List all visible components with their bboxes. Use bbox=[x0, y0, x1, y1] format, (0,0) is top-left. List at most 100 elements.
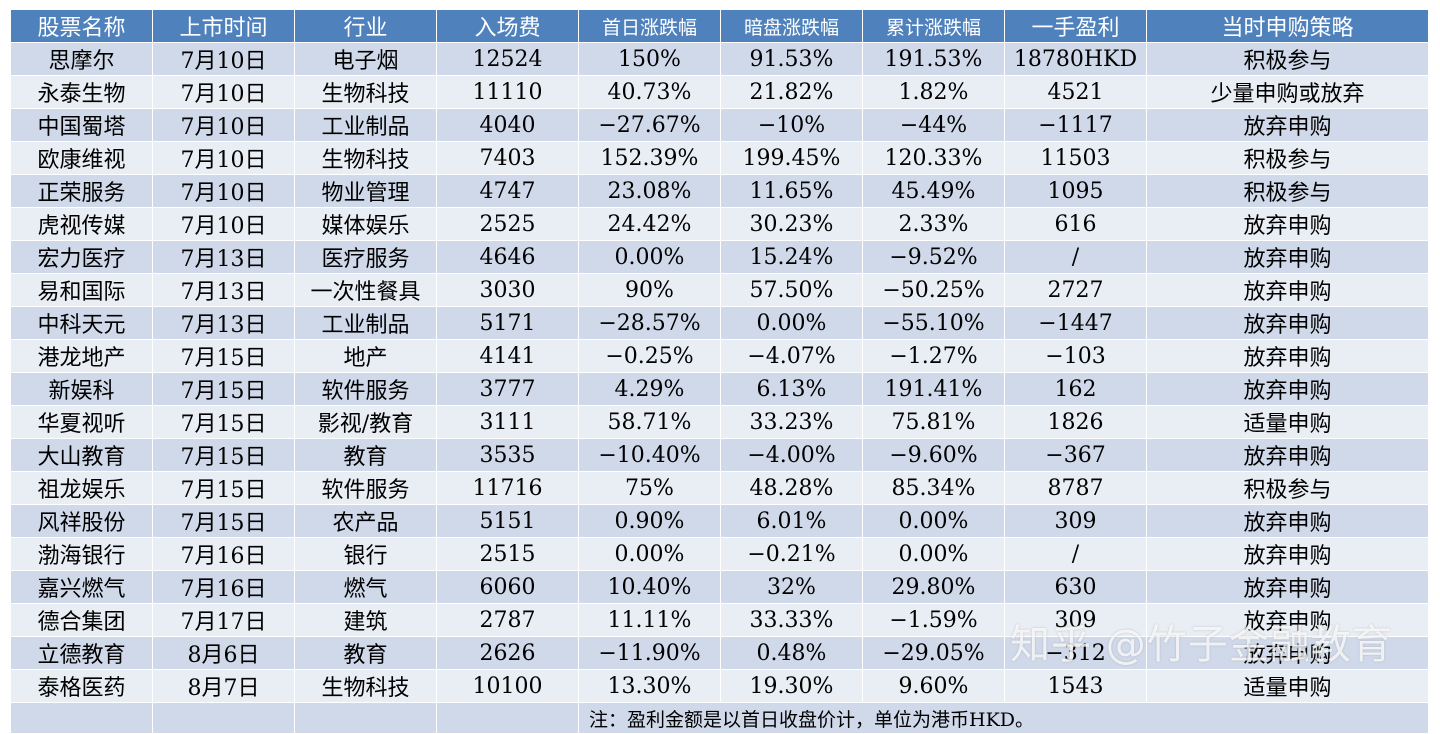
cell-cumulative-change: 9.60% bbox=[862, 669, 1005, 703]
cell-entry-fee: 3535 bbox=[436, 438, 579, 472]
cell-lot-profit: 11503 bbox=[1004, 141, 1147, 175]
cell-grey-market-change: 21.82% bbox=[720, 75, 863, 109]
cell-cumulative-change: 191.53% bbox=[862, 42, 1005, 76]
cell-lot-profit: 8787 bbox=[1004, 471, 1147, 505]
cell-lot-profit: 1095 bbox=[1004, 174, 1147, 208]
cell-grey-market-change: 11.65% bbox=[720, 174, 863, 208]
cell-stock-name: 华夏视听 bbox=[10, 405, 153, 439]
header-strategy: 当时申购策略 bbox=[1146, 9, 1429, 43]
header-stock-name: 股票名称 bbox=[10, 9, 153, 43]
cell-cumulative-change: −29.05% bbox=[862, 636, 1005, 670]
table-row: 嘉兴燃气 7月16日 燃气 6060 10.40% 32% 29.80% 630 放弃申购 bbox=[10, 570, 1429, 604]
cell-entry-fee: 4646 bbox=[436, 240, 579, 274]
cell-entry-fee: 2525 bbox=[436, 207, 579, 241]
cell-stock-name: 祖龙娱乐 bbox=[10, 471, 153, 505]
cell-strategy: 放弃申购 bbox=[1146, 273, 1429, 307]
cell-cumulative-change: 0.00% bbox=[862, 537, 1005, 571]
cell-stock-name: 泰格医药 bbox=[10, 669, 153, 703]
cell-listing-date: 7月10日 bbox=[152, 174, 295, 208]
cell-listing-date: 8月6日 bbox=[152, 636, 295, 670]
cell-first-day-change: 0.00% bbox=[578, 537, 721, 571]
cell-industry: 建筑 bbox=[294, 603, 437, 637]
cell-first-day-change: 0.00% bbox=[578, 240, 721, 274]
cell-lot-profit: 1543 bbox=[1004, 669, 1147, 703]
cell-stock-name: 德合集团 bbox=[10, 603, 153, 637]
cell-lot-profit: −1117 bbox=[1004, 108, 1147, 142]
cell-grey-market-change: 19.30% bbox=[720, 669, 863, 703]
cell-lot-profit: −1447 bbox=[1004, 306, 1147, 340]
cell-listing-date: 7月13日 bbox=[152, 273, 295, 307]
cell-industry: 软件服务 bbox=[294, 372, 437, 406]
cell-entry-fee: 2626 bbox=[436, 636, 579, 670]
cell-grey-market-change: 32% bbox=[720, 570, 863, 604]
cell-strategy: 放弃申购 bbox=[1146, 306, 1429, 340]
cell-entry-fee: 6060 bbox=[436, 570, 579, 604]
cell-entry-fee: 10100 bbox=[436, 669, 579, 703]
cell-entry-fee: 7403 bbox=[436, 141, 579, 175]
cell-grey-market-change: 199.45% bbox=[720, 141, 863, 175]
table-row: 港龙地产 7月15日 地产 4141 −0.25% −4.07% −1.27% −103 放弃申… bbox=[10, 339, 1429, 373]
cell-lot-profit: −367 bbox=[1004, 438, 1147, 472]
cell-listing-date: 7月15日 bbox=[152, 438, 295, 472]
cell-stock-name: 风祥股份 bbox=[10, 504, 153, 538]
cell-strategy: 放弃申购 bbox=[1146, 372, 1429, 406]
cell-entry-fee: 11110 bbox=[436, 75, 579, 109]
cell-grey-market-change: 33.23% bbox=[720, 405, 863, 439]
cell-cumulative-change: 0.00% bbox=[862, 504, 1005, 538]
table-row: 易和国际 7月13日 一次性餐具 3030 90% 57.50% −50.25% 2727 放弃… bbox=[10, 273, 1429, 307]
cell-first-day-change: 24.42% bbox=[578, 207, 721, 241]
cell-strategy: 放弃申购 bbox=[1146, 570, 1429, 604]
cell-industry: 医疗服务 bbox=[294, 240, 437, 274]
cell-strategy: 积极参与 bbox=[1146, 471, 1429, 505]
cell-first-day-change: 0.90% bbox=[578, 504, 721, 538]
table-row: 虎视传媒 7月10日 媒体娱乐 2525 24.42% 30.23% 2.33% 616 放弃申… bbox=[10, 207, 1429, 241]
cell-first-day-change: −27.67% bbox=[578, 108, 721, 142]
note-row: 注：盈利金额是以首日收盘价计，单位为港币HKD。 bbox=[10, 702, 1429, 734]
cell-grey-market-change: −10% bbox=[720, 108, 863, 142]
cell-cumulative-change: 85.34% bbox=[862, 471, 1005, 505]
table-row: 中科天元 7月13日 工业制品 5171 −28.57% 0.00% −55.10% −144… bbox=[10, 306, 1429, 340]
cell-strategy: 适量申购 bbox=[1146, 405, 1429, 439]
cell-strategy: 放弃申购 bbox=[1146, 504, 1429, 538]
cell-entry-fee: 4040 bbox=[436, 108, 579, 142]
cell-stock-name: 思摩尔 bbox=[10, 42, 153, 76]
cell-lot-profit: / bbox=[1004, 537, 1147, 571]
cell-cumulative-change: 191.41% bbox=[862, 372, 1005, 406]
cell-stock-name: 宏力医疗 bbox=[10, 240, 153, 274]
cell-industry: 地产 bbox=[294, 339, 437, 373]
cell-grey-market-change: 15.24% bbox=[720, 240, 863, 274]
cell-industry: 农产品 bbox=[294, 504, 437, 538]
cell-strategy: 放弃申购 bbox=[1146, 339, 1429, 373]
cell-cumulative-change: 29.80% bbox=[862, 570, 1005, 604]
cell-stock-name: 渤海银行 bbox=[10, 537, 153, 571]
cell-stock-name: 新娱科 bbox=[10, 372, 153, 406]
note-spacer-cell bbox=[436, 702, 579, 734]
cell-industry: 教育 bbox=[294, 636, 437, 670]
cell-strategy: 积极参与 bbox=[1146, 42, 1429, 76]
table-row: 永泰生物 7月10日 生物科技 11110 40.73% 21.82% 1.82% 4521 少… bbox=[10, 75, 1429, 109]
cell-listing-date: 7月15日 bbox=[152, 504, 295, 538]
cell-strategy: 放弃申购 bbox=[1146, 438, 1429, 472]
header-listing-date: 上市时间 bbox=[152, 9, 295, 43]
cell-first-day-change: 23.08% bbox=[578, 174, 721, 208]
cell-stock-name: 易和国际 bbox=[10, 273, 153, 307]
cell-cumulative-change: −50.25% bbox=[862, 273, 1005, 307]
cell-lot-profit: 616 bbox=[1004, 207, 1147, 241]
cell-listing-date: 7月15日 bbox=[152, 372, 295, 406]
cell-grey-market-change: 33.33% bbox=[720, 603, 863, 637]
header-row: 股票名称 上市时间 行业 入场费 首日涨跌幅 暗盘涨跌幅 累计涨跌幅 一手盈利 … bbox=[10, 9, 1429, 43]
cell-cumulative-change: −1.59% bbox=[862, 603, 1005, 637]
cell-lot-profit: −103 bbox=[1004, 339, 1147, 373]
cell-listing-date: 8月7日 bbox=[152, 669, 295, 703]
cell-grey-market-change: 30.23% bbox=[720, 207, 863, 241]
cell-first-day-change: 75% bbox=[578, 471, 721, 505]
cell-cumulative-change: −55.10% bbox=[862, 306, 1005, 340]
cell-industry: 软件服务 bbox=[294, 471, 437, 505]
cell-first-day-change: 4.29% bbox=[578, 372, 721, 406]
header-grey-market-change: 暗盘涨跌幅 bbox=[720, 9, 863, 43]
cell-listing-date: 7月15日 bbox=[152, 471, 295, 505]
cell-lot-profit: 630 bbox=[1004, 570, 1147, 604]
cell-first-day-change: 150% bbox=[578, 42, 721, 76]
cell-listing-date: 7月10日 bbox=[152, 108, 295, 142]
cell-entry-fee: 3777 bbox=[436, 372, 579, 406]
